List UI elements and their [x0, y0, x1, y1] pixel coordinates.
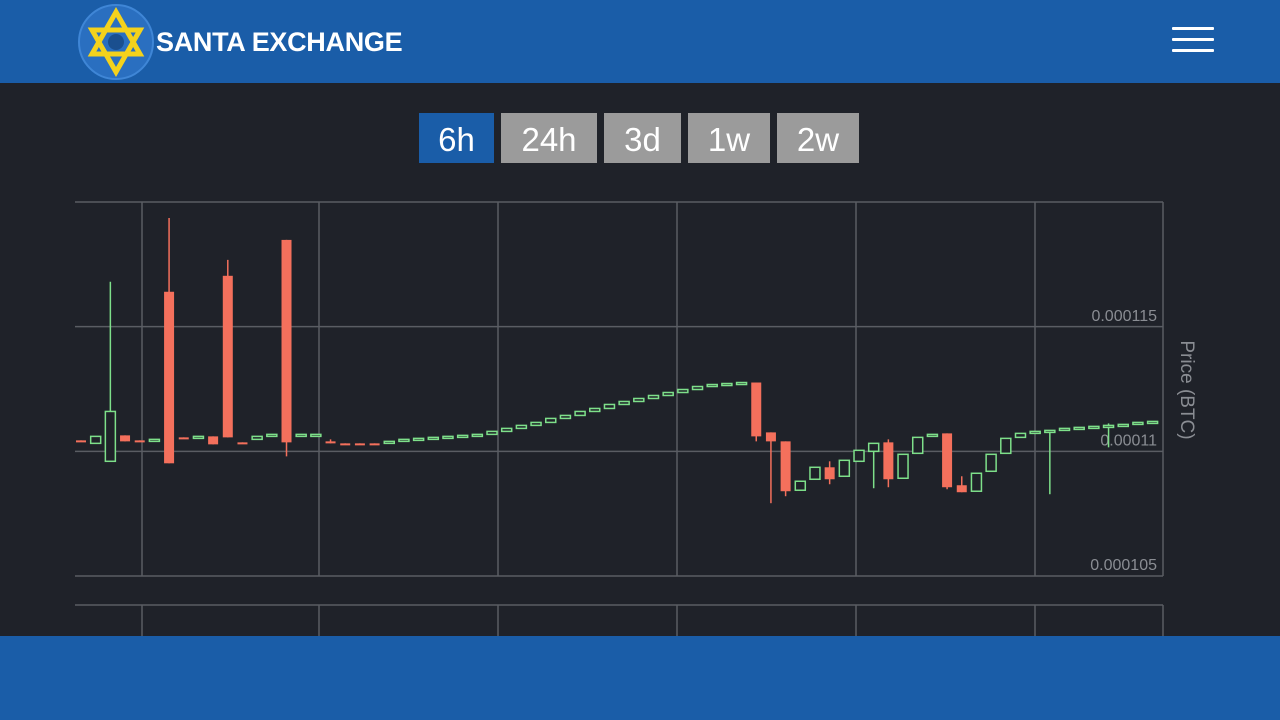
candle-body [1058, 427, 1071, 432]
candle-body [251, 435, 263, 441]
candle-body [281, 239, 292, 443]
candle-body [530, 421, 542, 427]
candle-body [677, 388, 689, 394]
candle-body [824, 467, 835, 480]
candle-body [442, 435, 454, 440]
candle-body [867, 442, 880, 453]
candle-body [1029, 430, 1041, 435]
candle-body [765, 432, 776, 442]
candle-body [633, 397, 645, 403]
candle-body [76, 440, 86, 443]
candle-body [471, 433, 484, 438]
y-tick-label: 0.00011 [1100, 433, 1157, 450]
candle-body [383, 440, 396, 445]
candle-body [266, 433, 278, 438]
candle-body [1088, 425, 1100, 430]
candle-body [647, 394, 660, 400]
candle-body [412, 437, 425, 442]
candle-body [237, 442, 248, 445]
candle-body [222, 275, 233, 438]
candle-body [1044, 429, 1056, 434]
candle-body [662, 391, 674, 397]
candle-body [325, 441, 336, 444]
candle-body [427, 436, 440, 441]
candle-body [178, 437, 189, 440]
logo [78, 4, 154, 80]
candle-body [164, 291, 175, 464]
candle-body [942, 433, 953, 488]
candle-body [618, 400, 630, 406]
candle-body [354, 443, 365, 446]
candle-body [1146, 420, 1159, 425]
candle-body [589, 407, 601, 413]
candle-body [295, 433, 307, 438]
candle-body [1073, 426, 1085, 431]
candle-body [735, 381, 748, 386]
candle-body [500, 427, 513, 433]
candle-body [456, 434, 469, 439]
candle-body [574, 410, 586, 417]
candle-body [780, 441, 791, 492]
candle-body [721, 382, 733, 387]
candle-body [104, 410, 117, 463]
candle-body [1102, 424, 1115, 429]
candle-body [853, 449, 865, 463]
footer [0, 636, 1280, 720]
candle-body [956, 485, 967, 493]
candle-body [706, 383, 718, 388]
candle-body [208, 436, 219, 445]
candle-body [369, 443, 380, 446]
candle-body [926, 433, 939, 438]
candle-body [883, 442, 894, 480]
candle-body [985, 453, 997, 473]
candle-body [120, 435, 131, 442]
frame [75, 201, 1164, 636]
candle-body [1117, 423, 1129, 428]
candle-body [911, 436, 924, 455]
candle-body [134, 440, 145, 443]
brand-title: SANTA EXCHANGE [156, 27, 403, 57]
candle-body [751, 382, 762, 437]
candle-body [559, 414, 572, 420]
header: SANTA EXCHANGE [0, 0, 1280, 83]
candle-body [1132, 421, 1144, 426]
range-button[interactable]: 3d [604, 113, 681, 163]
range-buttons: 6h 24h 3d 1w 2w [419, 113, 859, 163]
candle-body [89, 435, 102, 445]
candle-body [838, 459, 851, 478]
candle-body [603, 403, 616, 410]
range-button[interactable]: 1w [688, 113, 770, 163]
candle-body [486, 430, 498, 436]
candle-body [809, 466, 821, 481]
range-button[interactable]: 2w [777, 113, 859, 163]
candle-body [897, 453, 909, 480]
candle-body [1000, 437, 1012, 455]
candle-body [148, 438, 161, 443]
candle-body [340, 443, 351, 446]
candle-body [794, 480, 807, 491]
candle-body [544, 417, 557, 424]
candle-body [970, 472, 983, 492]
candle-body [310, 433, 322, 438]
candle-body [1014, 432, 1027, 439]
range-button[interactable]: 24h [501, 113, 597, 163]
candle-body [691, 385, 704, 391]
y-tick-label: 0.000105 [1090, 557, 1157, 574]
range-button[interactable]: 6h [419, 113, 494, 163]
y-axis-label: Price (BTC) [1176, 340, 1197, 439]
candle-body [515, 424, 528, 430]
menu-button[interactable] [1172, 27, 1214, 55]
candle-body [398, 438, 410, 443]
y-tick-label: 0.000115 [1091, 308, 1157, 325]
candle-body [192, 435, 205, 440]
